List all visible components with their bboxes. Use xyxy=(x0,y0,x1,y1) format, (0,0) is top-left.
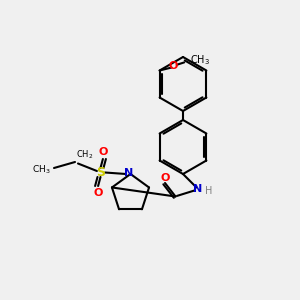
Text: N: N xyxy=(194,184,202,194)
Text: O: O xyxy=(98,147,108,158)
Text: CH$_3$: CH$_3$ xyxy=(190,54,210,68)
Text: O: O xyxy=(160,172,170,183)
Text: CH$_2$: CH$_2$ xyxy=(76,148,94,161)
Text: N: N xyxy=(124,168,134,178)
Text: O: O xyxy=(93,188,103,198)
Text: CH$_3$: CH$_3$ xyxy=(32,163,51,176)
Text: O: O xyxy=(168,61,178,71)
Text: S: S xyxy=(96,166,105,179)
Text: H: H xyxy=(205,185,212,196)
